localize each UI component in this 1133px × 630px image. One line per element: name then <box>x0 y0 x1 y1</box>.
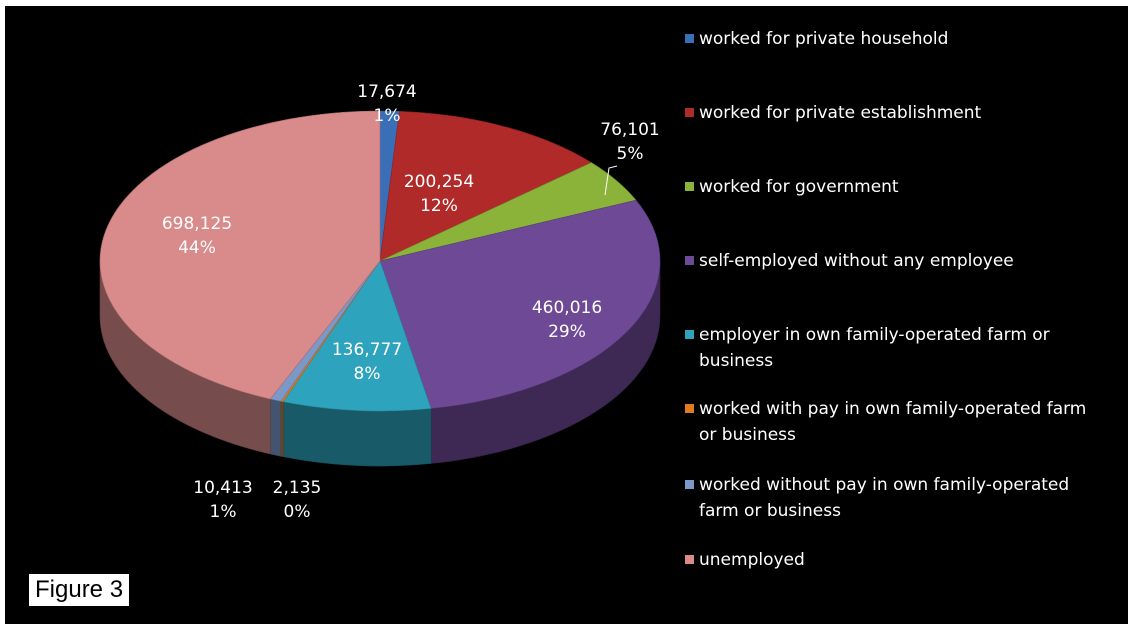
legend-label: unemployed <box>699 550 805 570</box>
pie-side-5 <box>280 400 284 458</box>
data-label-value: 17,674 <box>357 82 417 102</box>
legend-label: worked for government <box>699 177 899 197</box>
data-label-value: 200,254 <box>403 172 475 192</box>
data-label-1: 200,254 12% <box>394 170 484 218</box>
legend-swatch <box>685 480 694 489</box>
data-label-7: 698,125 44% <box>152 212 242 260</box>
legend-label: worked without pay in own family-operate… <box>699 475 1070 521</box>
legend-swatch <box>685 256 694 265</box>
data-label-percent: 0% <box>283 502 311 522</box>
legend-swatch <box>685 108 694 117</box>
data-label-5: 2,135 0% <box>252 476 342 524</box>
data-label-percent: 44% <box>178 238 216 258</box>
figure-label: Figure 3 <box>29 574 130 606</box>
legend-item: worked with pay in own family-operated f… <box>685 396 1109 448</box>
pie-chart <box>99 110 661 467</box>
data-label-0: 17,674 1% <box>342 80 432 128</box>
legend-label: employer in own family-operated farm or … <box>699 325 1050 371</box>
pie-slice-4 <box>282 260 432 412</box>
legend-label: worked for private establishment <box>699 103 982 123</box>
legend-swatch <box>685 404 694 413</box>
legend-item: worked for private household <box>685 26 1109 52</box>
legend-item: self-employed without any employee <box>685 248 1109 274</box>
data-label-value: 10,413 <box>193 478 253 498</box>
pie-side-walls <box>99 260 661 467</box>
data-label-4: 136,777 8% <box>322 338 412 386</box>
legend-label: worked with pay in own family-operated f… <box>699 399 1087 445</box>
data-label-6: 10,413 1% <box>178 476 268 524</box>
pie-slice-3 <box>379 199 661 409</box>
data-label-value: 2,135 <box>272 478 322 498</box>
pie-slice-1 <box>379 111 592 262</box>
data-label-percent: 8% <box>353 364 381 384</box>
data-label-value: 460,016 <box>531 298 603 318</box>
legend-item: worked without pay in own family-operate… <box>685 472 1109 524</box>
data-label-percent: 5% <box>616 144 644 164</box>
legend-swatch <box>685 330 694 339</box>
legend-swatch <box>685 555 694 564</box>
legend-swatch <box>685 34 694 43</box>
legend-item: employer in own family-operated farm or … <box>685 322 1109 374</box>
data-label-percent: 1% <box>209 502 237 522</box>
data-label-value: 698,125 <box>161 214 233 234</box>
data-label-3: 460,016 29% <box>522 296 612 344</box>
chart-area: 17,674 1% 200,254 12% 76,101 5% 460,016 29% 136,… <box>5 6 1128 624</box>
data-label-percent: 1% <box>373 106 401 126</box>
data-label-percent: 12% <box>420 196 458 216</box>
legend-label: self-employed without any employee <box>699 251 1014 271</box>
pie-side-6 <box>269 398 282 457</box>
legend-swatch <box>685 182 694 191</box>
pie-top <box>99 110 661 412</box>
data-label-2: 76,101 5% <box>585 118 675 166</box>
pie-side-4 <box>282 401 432 467</box>
legend-item: worked for government <box>685 174 1109 200</box>
legend-item: unemployed <box>685 547 1109 573</box>
data-label-percent: 29% <box>548 322 586 342</box>
pie-slice-7 <box>99 110 381 400</box>
data-label-value: 76,101 <box>600 120 660 140</box>
legend-label: worked for private household <box>699 29 949 49</box>
leader-line <box>604 165 618 196</box>
legend-item: worked for private establishment <box>685 100 1109 126</box>
data-label-value: 136,777 <box>331 340 403 360</box>
